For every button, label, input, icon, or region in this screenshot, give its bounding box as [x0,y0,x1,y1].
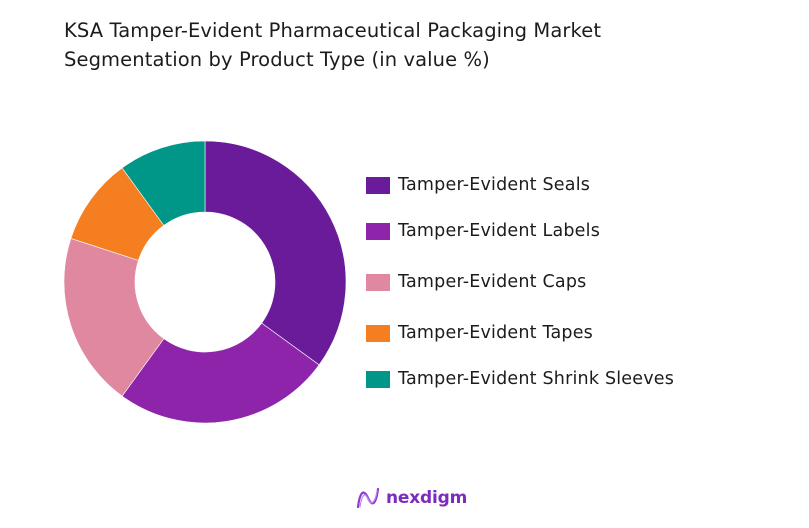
legend-item-seals: Tamper-Evident Seals [366,175,590,195]
chart-title: KSA Tamper-Evident Pharmaceutical Packag… [64,16,764,74]
legend-swatch [366,370,390,388]
legend-label: Tamper-Evident Shrink Sleeves [398,369,675,389]
donut-slice-tamper-evident-shrink-sleeves [121,140,206,226]
legend-swatch [366,273,390,291]
legend-item-caps: Tamper-Evident Caps [366,272,586,292]
legend-swatch [366,324,390,342]
legend-item-labels: Tamper-Evident Labels [366,221,600,241]
nexdigm-logo: nexdigm [356,487,467,509]
chart-title-line-1: KSA Tamper-Evident Pharmaceutical Packag… [64,19,602,42]
donut-slice-tamper-evident-caps [63,238,165,397]
nexdigm-wave-icon [356,487,380,509]
legend-swatch [366,222,390,240]
legend-item-shrink-sleeves: Tamper-Evident Shrink Sleeves [366,369,674,389]
legend-swatch [366,176,390,194]
chart-title-line-2: Segmentation by Product Type (in value %… [64,48,490,71]
legend-label: Tamper-Evident Seals [398,175,591,195]
logo-text: nexdigm [386,488,468,508]
donut-slice-tamper-evident-labels [121,322,320,424]
legend-label: Tamper-Evident Labels [398,221,601,241]
donut-slice-tamper-evident-seals [204,140,347,366]
legend-label: Tamper-Evident Caps [398,272,587,292]
legend-label: Tamper-Evident Tapes [398,323,594,343]
legend-item-tapes: Tamper-Evident Tapes [366,323,593,343]
